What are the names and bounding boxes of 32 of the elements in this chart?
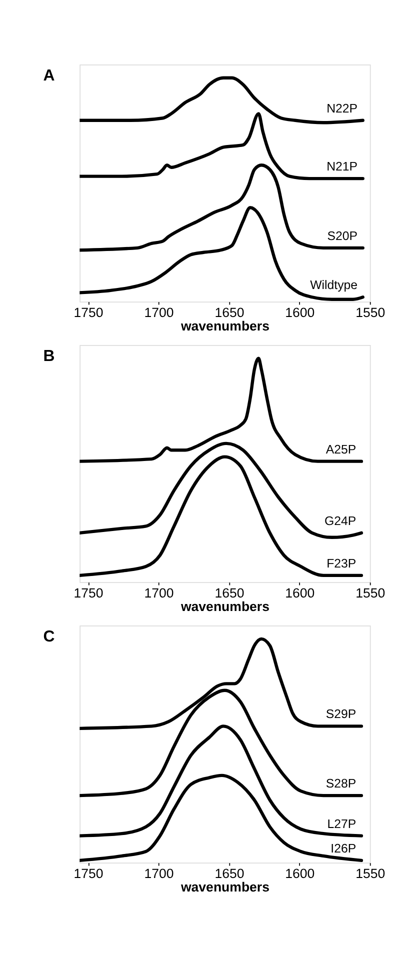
x-tick-label: 1750 [74,866,104,882]
series-label: G24P [324,514,356,528]
series-label: N22P [326,101,358,116]
x-tick-label: 1550 [356,586,386,601]
series-label: S20P [327,228,358,243]
x-tick-label: 1600 [285,305,315,320]
x-tick-label: 1550 [356,866,386,882]
series-label: L27P [327,816,356,831]
x-axis-title: wavenumbers [180,318,270,334]
x-tick-label: 1650 [214,305,244,320]
series-label: A25P [326,442,356,456]
x-tick-label: 1700 [144,866,174,882]
x-tick-label: 1650 [214,586,244,601]
series-label: S28P [326,776,356,791]
x-tick-label: 1650 [214,866,244,882]
series-label: Wildtype [310,278,358,292]
chart-title: B [43,348,55,365]
x-tick-label: 1550 [356,305,386,320]
x-tick-label: 1600 [285,866,315,882]
series-label: S29P [326,707,356,722]
chart-title: C [43,628,56,646]
x-tick-label: 1700 [144,586,174,601]
x-axis-title: wavenumbers [180,879,270,894]
x-tick-label: 1750 [74,586,104,601]
chart-title: A [43,67,56,84]
x-tick-label: 1750 [74,305,104,320]
series-label: I26P [330,841,356,856]
series-label: F23P [326,556,356,570]
x-tick-label: 1700 [144,305,174,320]
x-axis-title: wavenumbers [180,598,270,614]
x-tick-label: 1600 [285,586,315,601]
series-label: N21P [326,160,358,174]
